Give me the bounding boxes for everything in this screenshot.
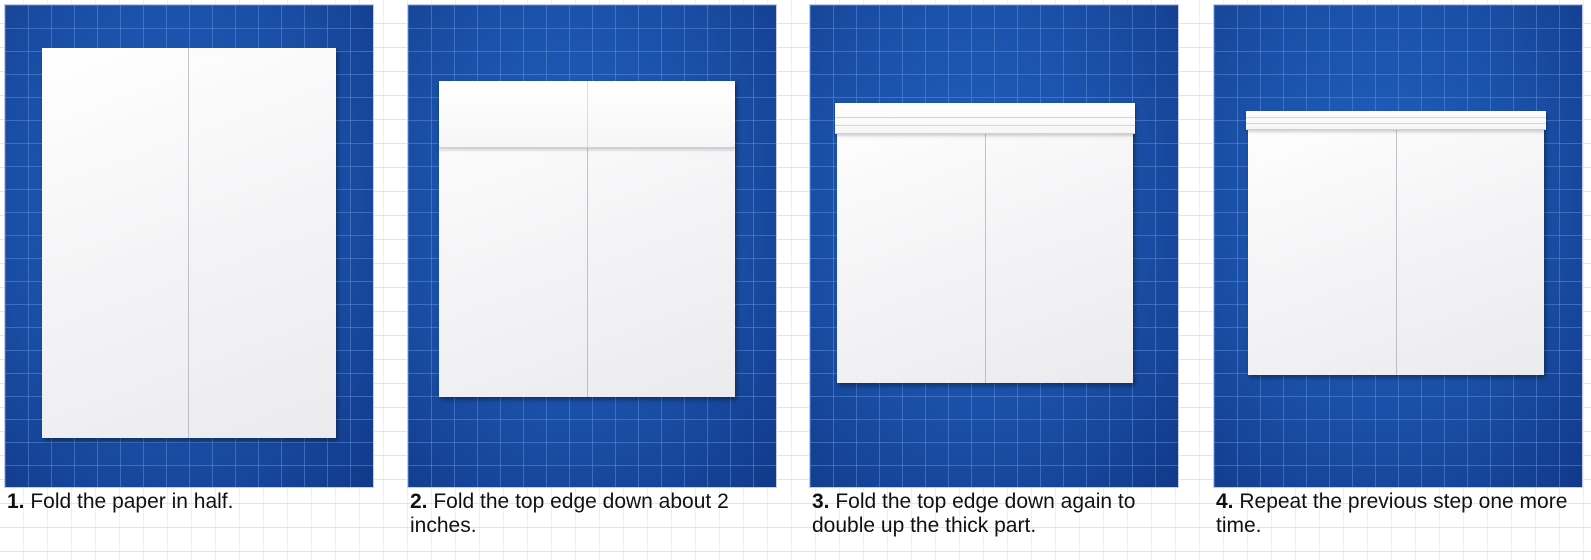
step-1: 1. Fold the paper in half. xyxy=(4,4,374,514)
step-number: 3. xyxy=(812,490,830,513)
step-3: 3. Fold the top edge down again to doubl… xyxy=(809,4,1179,538)
flap-crease xyxy=(587,81,588,147)
center-crease xyxy=(188,48,189,438)
paper-sheet xyxy=(439,81,735,397)
center-crease xyxy=(1396,111,1397,375)
step-4-photo xyxy=(1213,4,1583,488)
fold-line xyxy=(835,125,1135,126)
paper-sheet xyxy=(1248,111,1544,375)
step-2-photo xyxy=(407,4,777,488)
step-number: 4. xyxy=(1216,490,1234,513)
fold-line xyxy=(1246,123,1546,124)
step-2-caption: 2. Fold the top edge down about 2 inches… xyxy=(407,490,777,538)
step-1-caption: 1. Fold the paper in half. xyxy=(4,490,374,514)
paper-sheet xyxy=(42,48,336,438)
step-4-caption: 4. Repeat the previous step one more tim… xyxy=(1213,490,1583,538)
folded-flap xyxy=(835,103,1135,134)
step-1-photo xyxy=(4,4,374,488)
folded-flap xyxy=(1246,111,1546,130)
step-2: 2. Fold the top edge down about 2 inches… xyxy=(407,4,777,538)
step-text: Fold the top edge down again to double u… xyxy=(812,490,1135,537)
step-4: 4. Repeat the previous step one more tim… xyxy=(1213,4,1583,538)
folded-flap xyxy=(439,81,735,148)
step-text: Repeat the previous step one more time. xyxy=(1216,490,1567,537)
fold-line xyxy=(1246,117,1546,118)
step-text: Fold the paper in half. xyxy=(25,490,234,513)
step-3-caption: 3. Fold the top edge down again to doubl… xyxy=(809,490,1179,538)
step-3-photo xyxy=(809,4,1179,488)
paper-sheet xyxy=(837,103,1133,383)
step-text: Fold the top edge down about 2 inches. xyxy=(410,490,729,537)
step-number: 1. xyxy=(7,490,25,513)
fold-line xyxy=(835,117,1135,118)
step-number: 2. xyxy=(410,490,428,513)
center-crease xyxy=(985,103,986,383)
